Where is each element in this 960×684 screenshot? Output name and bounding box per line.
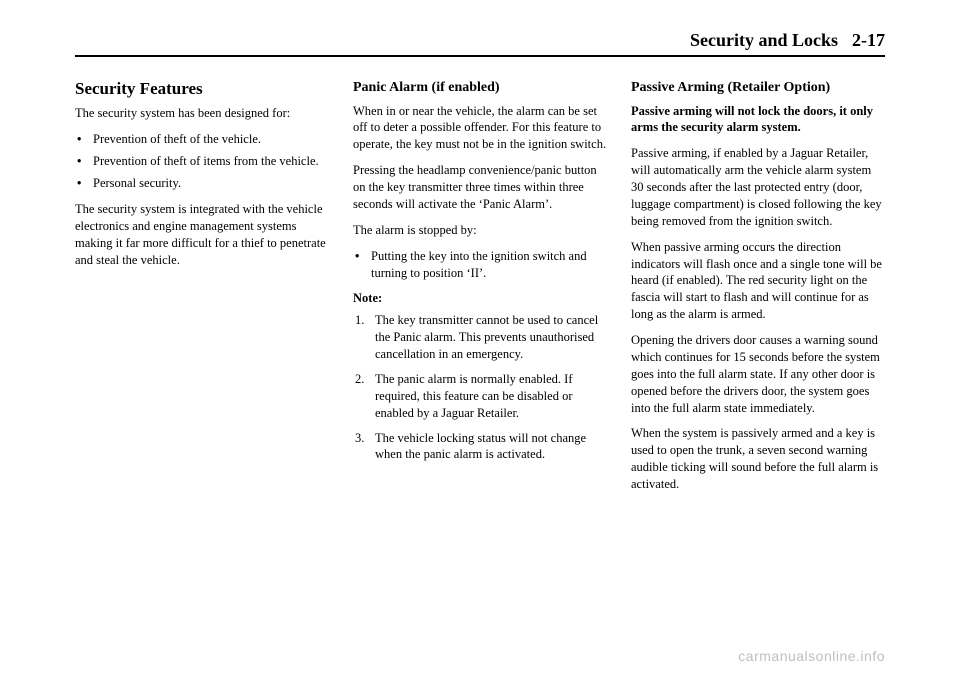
header-section-title: Security and Locks: [690, 30, 838, 51]
col3-para1: Passive arming, if enabled by a Jaguar R…: [631, 145, 885, 229]
col1-intro: The security system has been designed fo…: [75, 105, 329, 122]
list-item: Prevention of theft of the vehicle.: [75, 131, 329, 148]
col2-note-list: The key transmitter cannot be used to ca…: [353, 312, 607, 463]
note-label: Note:: [353, 290, 607, 307]
col3-para2: When passive arming occurs the direction…: [631, 239, 885, 323]
list-item: Prevention of theft of items from the ve…: [75, 153, 329, 170]
list-item: The vehicle locking status will not chan…: [353, 430, 607, 464]
page-header: Security and Locks 2-17: [75, 30, 885, 57]
column-1: Security Features The security system ha…: [75, 79, 329, 502]
list-item: The key transmitter cannot be used to ca…: [353, 312, 607, 363]
col3-heading: Passive Arming (Retailer Option): [631, 79, 885, 97]
watermark: carmanualsonline.info: [738, 648, 885, 664]
col2-heading: Panic Alarm (if enabled): [353, 79, 607, 97]
col1-heading: Security Features: [75, 79, 329, 99]
col1-bullet-list: Prevention of theft of the vehicle. Prev…: [75, 131, 329, 192]
list-item: The panic alarm is normally enabled. If …: [353, 371, 607, 422]
list-item: Personal security.: [75, 175, 329, 192]
list-item: Putting the key into the ignition switch…: [353, 248, 607, 282]
col2-bullet-list: Putting the key into the ignition switch…: [353, 248, 607, 282]
col3-para4: When the system is passively armed and a…: [631, 425, 885, 493]
col2-para1: When in or near the vehicle, the alarm c…: [353, 103, 607, 154]
col2-para3: The alarm is stopped by:: [353, 222, 607, 239]
column-2: Panic Alarm (if enabled) When in or near…: [353, 79, 607, 502]
column-3: Passive Arming (Retailer Option) Passive…: [631, 79, 885, 502]
header-page-number: 2-17: [852, 30, 885, 51]
col1-para2: The security system is integrated with t…: [75, 201, 329, 269]
content-columns: Security Features The security system ha…: [75, 79, 885, 502]
col2-para2: Pressing the headlamp convenience/panic …: [353, 162, 607, 213]
col3-bold-para: Passive arming will not lock the doors, …: [631, 103, 885, 137]
col3-para3: Opening the drivers door causes a warnin…: [631, 332, 885, 416]
